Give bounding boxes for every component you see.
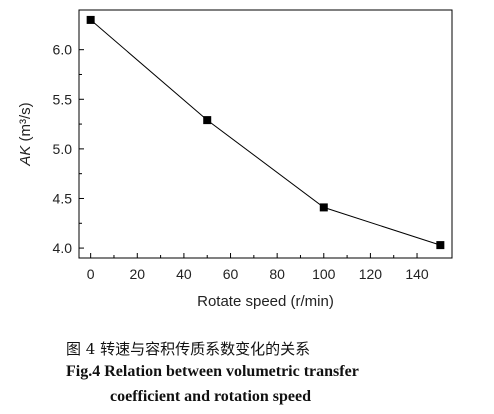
chart: 4.0 4.5 5.0 5.5 6.0 0 20 40 60 80 100 120 140 Rotat… [17, 9, 453, 310]
x-tick-label: 60 [223, 266, 239, 282]
x-axis-ticks: 0 20 40 60 80 100 120 140 [87, 253, 429, 282]
y-axis-ticks: 4.0 4.5 5.0 5.5 6.0 [53, 42, 84, 256]
series-line [90, 19, 441, 246]
data-point-marker [203, 116, 212, 125]
plot-frame [78, 9, 453, 259]
data-point-marker [86, 15, 95, 24]
y-tick-label: 5.5 [53, 91, 73, 107]
figure-caption-english-line1: Fig.4 Relation between volumetric transf… [66, 363, 359, 380]
x-tick-label: 100 [312, 266, 336, 282]
x-tick-label: 80 [269, 266, 285, 282]
y-tick-label: 6.0 [53, 42, 73, 58]
x-tick-label: 0 [87, 266, 95, 282]
x-tick-label: 120 [359, 266, 383, 282]
data-point-marker [319, 203, 328, 212]
y-tick-label: 4.0 [53, 240, 73, 256]
x-tick-label: 20 [129, 266, 145, 282]
x-axis-title: Rotate speed (r/min) [197, 293, 334, 310]
data-point-marker [436, 241, 445, 250]
figure-caption-english-line2: coefficient and rotation speed [110, 388, 312, 405]
x-tick-label: 40 [176, 266, 192, 282]
y-axis-title: AK (m³/s) [17, 102, 34, 166]
x-tick-label: 140 [405, 266, 429, 282]
data-points [86, 15, 445, 250]
y-tick-label: 4.5 [53, 190, 73, 206]
figure-caption-chinese: 图 4 转速与容积传质系数变化的关系 [66, 340, 311, 358]
y-tick-label: 5.0 [53, 141, 73, 157]
